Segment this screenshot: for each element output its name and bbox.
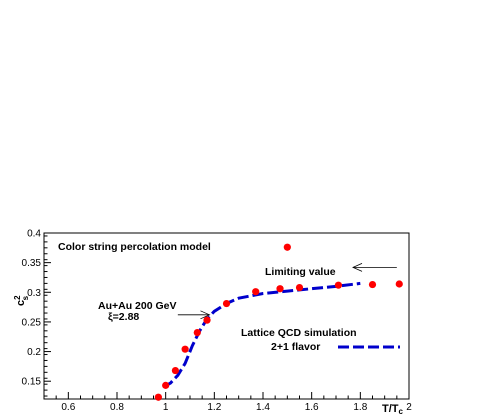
y-tick-label: 0.3 bbox=[27, 288, 41, 299]
x-tick-label: 1 bbox=[163, 402, 169, 413]
data-point bbox=[203, 316, 211, 324]
x-axis-ticks: 0.6 0.8 1 1.2 1.4 1.6 1.8 2 bbox=[55, 392, 412, 413]
data-point bbox=[193, 329, 201, 337]
legend-line-label-1: Lattice QCD simulation bbox=[241, 327, 357, 339]
data-point bbox=[252, 288, 260, 296]
data-point bbox=[276, 285, 284, 293]
y-tick-label: 0.35 bbox=[22, 258, 42, 269]
data-point bbox=[154, 393, 162, 401]
y-tick-label: 0.2 bbox=[27, 347, 41, 358]
x-tick-label: 0.8 bbox=[110, 402, 124, 413]
x-tick-label: 1.4 bbox=[256, 402, 270, 413]
data-point bbox=[368, 280, 377, 289]
annotation-auau: Au+Au 200 GeV bbox=[98, 300, 177, 312]
data-point bbox=[295, 283, 304, 292]
arrowhead-auau bbox=[200, 310, 211, 320]
x-tick-label: 2 bbox=[406, 402, 412, 413]
legend-marker-label: Color string percolation model bbox=[58, 241, 211, 253]
data-point bbox=[162, 381, 170, 389]
data-point bbox=[181, 345, 189, 353]
x-axis-title: T/Tc bbox=[382, 403, 404, 415]
data-point bbox=[171, 366, 179, 375]
y-axis-title: c2s bbox=[13, 295, 30, 306]
x-tick-label: 1.2 bbox=[207, 402, 221, 413]
y-tick-label: 0.25 bbox=[22, 317, 42, 328]
annotation-limiting-value: Limiting value bbox=[265, 266, 336, 278]
annotation-xi: ξ=2.88 bbox=[108, 311, 139, 323]
series-layer bbox=[154, 280, 403, 401]
lattice-qcd-line bbox=[162, 281, 361, 389]
data-point bbox=[222, 299, 231, 308]
legend-marker-point bbox=[283, 243, 291, 251]
plot-frame bbox=[43, 232, 410, 400]
x-tick-label: 1.8 bbox=[353, 402, 367, 413]
x-tick-label: 1.6 bbox=[305, 402, 319, 413]
arrowhead-limiting-value bbox=[352, 263, 363, 272]
data-point bbox=[395, 280, 403, 288]
legend-line-label-2: 2+1 flavor bbox=[271, 341, 320, 353]
x-tick-label: 0.6 bbox=[61, 402, 75, 413]
data-point bbox=[334, 281, 343, 289]
y-tick-label: 0.4 bbox=[27, 229, 41, 240]
y-axis-ticks: 0.15 0.2 0.25 0.3 0.35 0.4 bbox=[22, 229, 51, 397]
y-tick-label: 0.15 bbox=[22, 377, 42, 388]
